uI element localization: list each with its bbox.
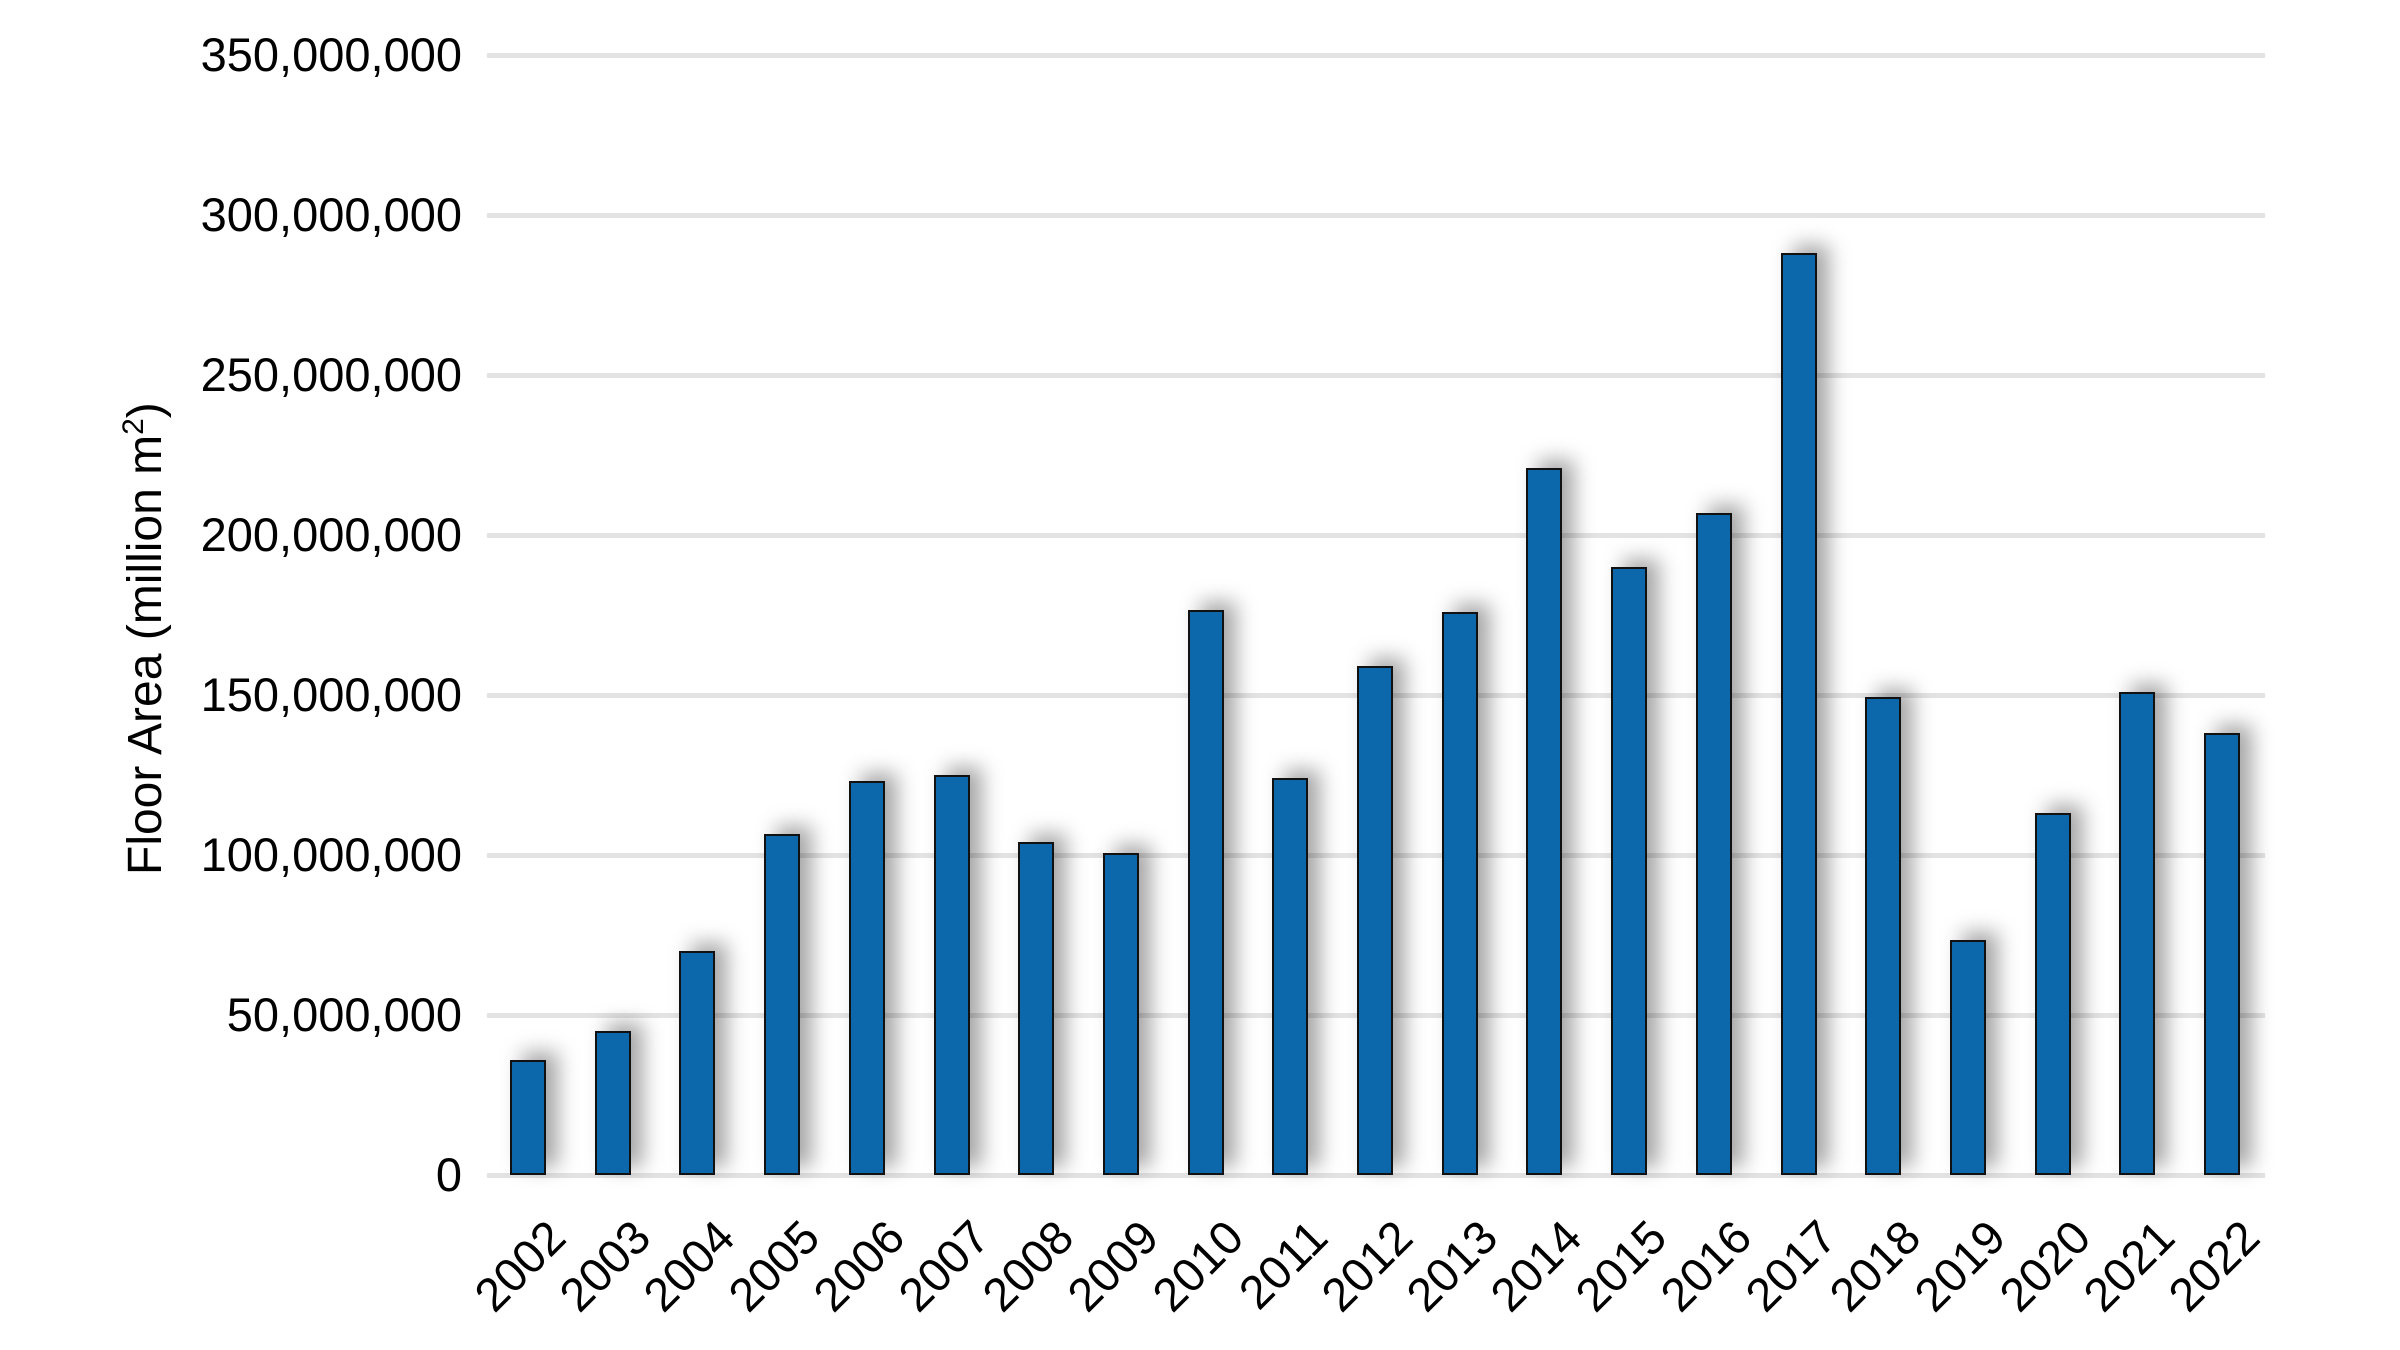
bar-2013: [1441, 611, 1478, 1175]
y-tick-label: 200,000,000: [200, 508, 462, 561]
bar-2020: [2034, 813, 2071, 1175]
y-axis-label-close: ): [119, 402, 172, 419]
y-tick-label: 50,000,000: [226, 988, 462, 1041]
bar-2018: [1865, 696, 1902, 1175]
y-tick-label: 300,000,000: [200, 188, 462, 241]
y-axis-label: Floor Area (million m2): [117, 402, 173, 875]
bar-2004: [679, 951, 716, 1175]
gridline: [487, 53, 2265, 58]
bar-2002: [510, 1059, 546, 1175]
y-tick-label: 0: [435, 1148, 462, 1201]
y-tick-label: 150,000,000: [200, 668, 462, 721]
gridline: [487, 533, 2265, 538]
bar-2007: [933, 775, 970, 1175]
y-tick-label: 350,000,000: [200, 28, 462, 81]
bar-2012: [1357, 666, 1393, 1175]
bar-2015: [1611, 567, 1648, 1175]
bar-2021: [2119, 691, 2156, 1175]
bar-2008: [1018, 842, 1055, 1175]
bar-2019: [1949, 939, 1986, 1175]
gridline: [487, 373, 2265, 378]
bar-2017: [1780, 253, 1817, 1175]
gridline: [487, 213, 2265, 218]
bar-2010: [1187, 610, 1224, 1175]
gridline: [487, 1173, 2265, 1178]
bar-2005: [764, 834, 801, 1175]
y-tick-label: 250,000,000: [200, 348, 462, 401]
y-axis-label-text: Floor Area (million m: [119, 434, 172, 875]
bar-2014: [1526, 467, 1563, 1175]
bar-2009: [1102, 853, 1139, 1175]
bar-2006: [848, 781, 885, 1175]
y-tick-label: 100,000,000: [200, 828, 462, 881]
bar-2022: [2204, 733, 2240, 1175]
bar-2011: [1272, 778, 1309, 1175]
bar-2003: [594, 1031, 631, 1175]
bar-2016: [1695, 512, 1732, 1175]
y-axis-label-superscript: 2: [117, 418, 150, 435]
